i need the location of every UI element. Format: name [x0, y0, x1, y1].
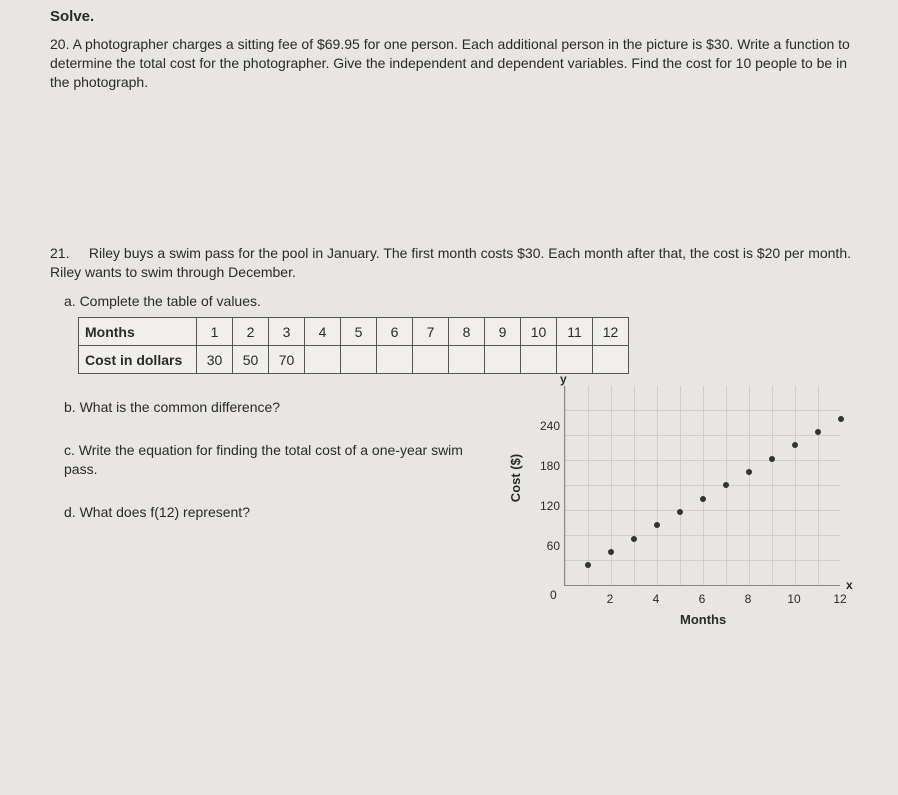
- x-tick-label: 12: [833, 592, 846, 606]
- table-row: Months 1 2 3 4 5 6 7 8 9 10 11 12: [79, 318, 629, 346]
- part-d-label: d. What does f(12) represent?: [64, 503, 484, 522]
- table-row: Cost in dollars 30 50 70: [79, 346, 629, 374]
- data-point: [723, 482, 729, 488]
- origin-label: 0: [550, 588, 557, 602]
- table-cell: 2: [233, 318, 269, 346]
- data-point: [700, 496, 706, 502]
- table-cell: 30: [197, 346, 233, 374]
- data-point: [838, 416, 844, 422]
- y-tick-label: 180: [538, 459, 560, 473]
- data-point: [585, 562, 591, 568]
- data-point: [792, 442, 798, 448]
- table-cell: 12: [593, 318, 629, 346]
- y-axis-symbol: y: [560, 372, 567, 386]
- problem-20-text: A photographer charges a sitting fee of …: [50, 36, 850, 90]
- problem-20-number: 20.: [50, 36, 69, 52]
- workspace-gap: [50, 104, 868, 244]
- data-point: [746, 469, 752, 475]
- table-cell: [305, 346, 341, 374]
- y-tick-label: 240: [538, 419, 560, 433]
- x-axis-symbol: x: [846, 578, 853, 592]
- data-point: [608, 549, 614, 555]
- y-axis-label: Cost ($): [508, 454, 523, 502]
- values-table: Months 1 2 3 4 5 6 7 8 9 10 11 12 Cost i…: [78, 317, 629, 374]
- data-point: [654, 522, 660, 528]
- months-header: Months: [79, 318, 197, 346]
- table-cell: 3: [269, 318, 305, 346]
- table-cell: [485, 346, 521, 374]
- x-tick-label: 10: [787, 592, 800, 606]
- table-cell: [557, 346, 593, 374]
- table-cell: [341, 346, 377, 374]
- table-cell: 9: [485, 318, 521, 346]
- table-cell: [593, 346, 629, 374]
- problem-21-text: Riley buys a swim pass for the pool in J…: [50, 245, 851, 280]
- table-cell: 50: [233, 346, 269, 374]
- table-cell: 7: [413, 318, 449, 346]
- x-tick-label: 4: [653, 592, 660, 606]
- plot-area: [564, 386, 840, 586]
- table-cell: [377, 346, 413, 374]
- problem-21-number: 21.: [50, 245, 69, 261]
- table-cell: 8: [449, 318, 485, 346]
- y-tick-label: 120: [538, 499, 560, 513]
- data-point: [815, 429, 821, 435]
- part-a-label: a. Complete the table of values.: [64, 293, 868, 309]
- part-c-label: c. Write the equation for finding the to…: [64, 441, 484, 479]
- table-cell: 5: [341, 318, 377, 346]
- x-tick-label: 8: [745, 592, 752, 606]
- problem-20: 20. A photographer charges a sitting fee…: [50, 35, 868, 92]
- table-cell: 11: [557, 318, 593, 346]
- x-tick-label: 2: [607, 592, 614, 606]
- part-b-label: b. What is the common difference?: [64, 398, 484, 417]
- table-cell: 4: [305, 318, 341, 346]
- y-tick-label: 60: [538, 539, 560, 553]
- table-cell: 6: [377, 318, 413, 346]
- data-point: [631, 536, 637, 542]
- cost-header: Cost in dollars: [79, 346, 197, 374]
- table-cell: [449, 346, 485, 374]
- table-cell: 70: [269, 346, 305, 374]
- table-cell: [413, 346, 449, 374]
- data-point: [677, 509, 683, 515]
- x-tick-label: 6: [699, 592, 706, 606]
- table-cell: 10: [521, 318, 557, 346]
- section-heading: Solve.: [50, 8, 868, 25]
- x-axis-label: Months: [680, 612, 726, 627]
- cost-vs-months-chart: Cost ($) y x 0 Months 601201802402468101…: [500, 378, 860, 638]
- table-cell: 1: [197, 318, 233, 346]
- data-point: [769, 456, 775, 462]
- problem-21: 21. Riley buys a swim pass for the pool …: [50, 244, 868, 282]
- table-cell: [521, 346, 557, 374]
